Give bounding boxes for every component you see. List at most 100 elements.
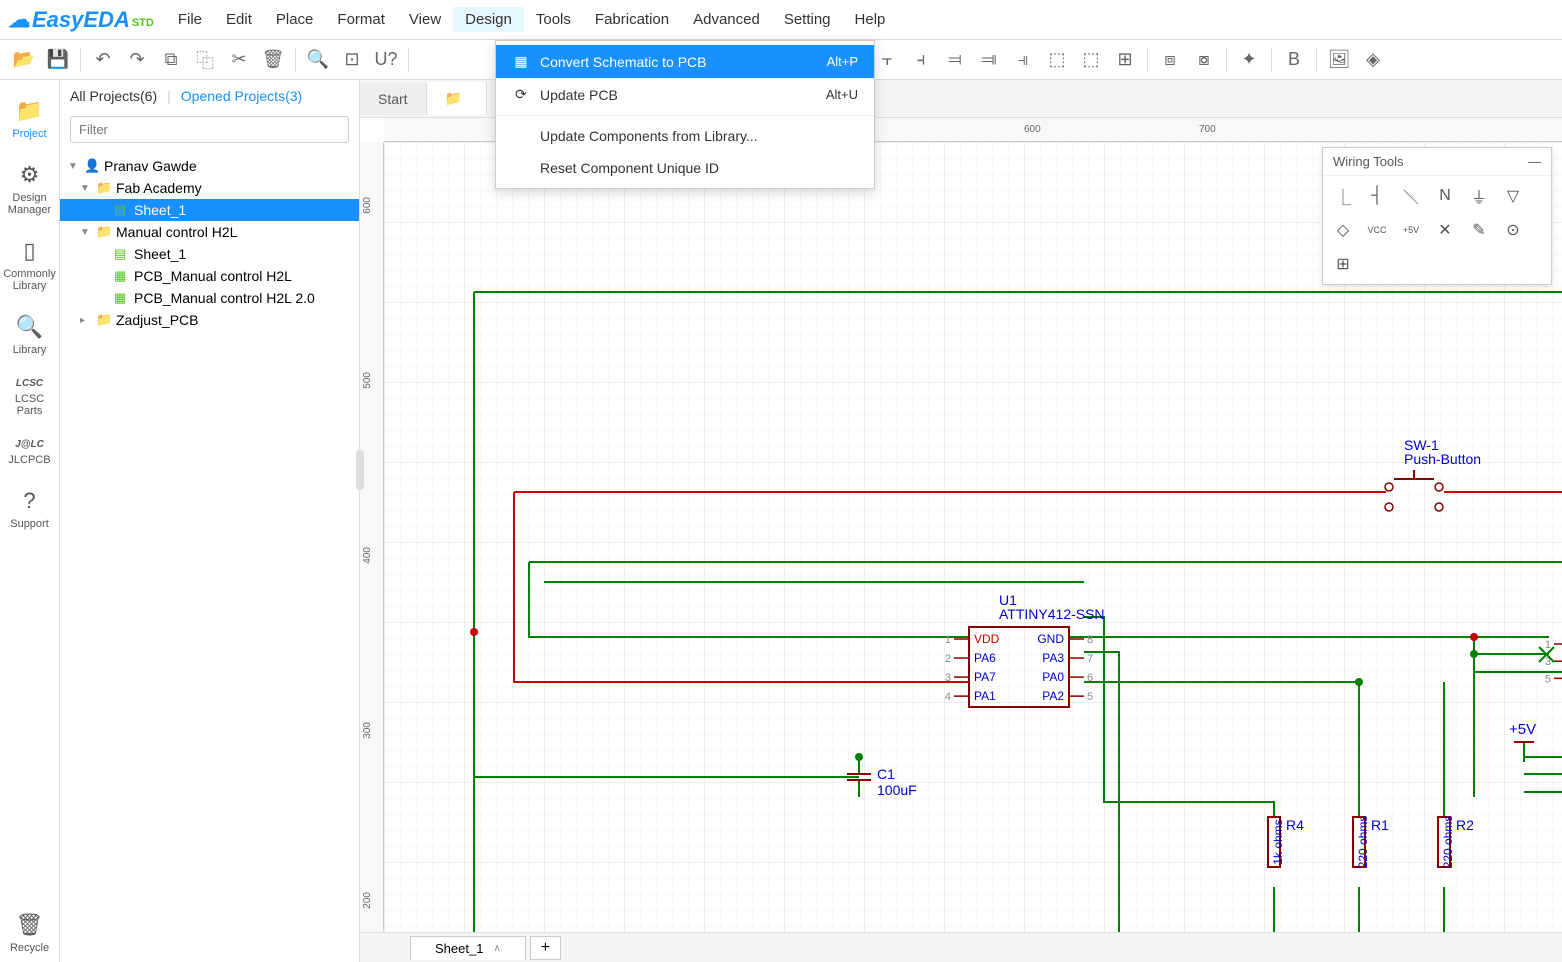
tree-row[interactable]: ▤Sheet_1 [60, 243, 359, 265]
tree-user[interactable]: ▼ 👤 Pranav Gawde [60, 155, 359, 177]
sidebar-library[interactable]: 🔍Library [0, 306, 59, 364]
wire-tool[interactable]: ⊞ [1329, 250, 1357, 278]
sidebar-icon: ⚙ [20, 162, 40, 188]
redo2-icon[interactable]: U? [370, 44, 402, 76]
menu-tools[interactable]: Tools [524, 7, 583, 32]
sidebar-design-manager[interactable]: ⚙Design Manager [0, 154, 59, 224]
tree-label: PCB_Manual control H2L [134, 268, 292, 284]
paste-icon[interactable]: ⿻ [189, 44, 221, 76]
chevron-up-icon[interactable]: ∧ [493, 943, 500, 954]
tree-user-label: Pranav Gawde [104, 158, 197, 174]
wire-tool[interactable]: ✕ [1431, 216, 1459, 244]
minimize-icon[interactable]: — [1528, 154, 1541, 169]
sidebar-project[interactable]: 📁 Project [0, 90, 59, 148]
sidebar-label: Project [12, 128, 46, 140]
panel-drag-handle[interactable] [356, 450, 364, 490]
tree-row[interactable]: ▼📁Manual control H2L [60, 221, 359, 243]
tree-row[interactable]: ▦PCB_Manual control H2L [60, 265, 359, 287]
svg-text:7: 7 [1087, 653, 1093, 665]
wire-tool[interactable]: ＼ [1397, 182, 1425, 210]
menu-item-reset-component-unique-id[interactable]: Reset Component Unique ID [496, 152, 874, 184]
align-center-icon[interactable]: ⫟ [871, 44, 903, 76]
schematic-canvas[interactable]: GND+5V+5VC1100uFR41k ohmsR1220 ohmsR2220… [384, 142, 1562, 932]
menu-setting[interactable]: Setting [772, 7, 843, 32]
wire-tool[interactable]: N [1431, 182, 1459, 210]
wire-tool[interactable]: ┤ [1363, 182, 1391, 210]
wiring-title: Wiring Tools [1333, 154, 1404, 169]
tree-row[interactable]: ▼📁Fab Academy [60, 177, 359, 199]
tree-row[interactable]: ▸📁Zadjust_PCB [60, 309, 359, 331]
menu-advanced[interactable]: Advanced [681, 7, 772, 32]
wire-tool[interactable]: +5V [1397, 216, 1425, 244]
svg-text:+5V: +5V [1509, 721, 1536, 738]
wire-tool[interactable]: VCC [1363, 216, 1391, 244]
sidebar-lcsc-parts[interactable]: LCSCLCSC Parts [0, 370, 59, 425]
zoom-icon[interactable]: 🔍 [302, 44, 334, 76]
svg-text:5: 5 [1545, 673, 1551, 685]
svg-text:R2: R2 [1456, 817, 1474, 833]
undo-icon[interactable]: ↶ [87, 44, 119, 76]
wire-tool[interactable]: ⎿ [1329, 182, 1357, 210]
svg-text:PA6: PA6 [974, 651, 996, 665]
align-bot-icon[interactable]: ⫣ [1007, 44, 1039, 76]
all-projects-tab[interactable]: All Projects(6) [70, 88, 157, 104]
sheet-tab[interactable]: Sheet_1 ∧ [410, 936, 526, 960]
menu-view[interactable]: View [397, 7, 453, 32]
bom-icon[interactable]: B [1278, 44, 1310, 76]
svg-text:1k ohms: 1k ohms [1271, 819, 1285, 864]
grid-align-icon[interactable]: ⊞ [1109, 44, 1141, 76]
sidebar-support[interactable]: ?Support [0, 480, 59, 538]
opened-projects-tab[interactable]: Opened Projects(3) [181, 88, 302, 104]
wire-tool[interactable]: ◇ [1329, 216, 1357, 244]
doc-tab[interactable]: 📁 [427, 82, 487, 115]
wire-tool[interactable]: ✎ [1465, 216, 1493, 244]
delete-icon[interactable]: 🗑 [257, 44, 289, 76]
menu-item-update-components-from-library-[interactable]: Update Components from Library... [496, 120, 874, 152]
zoom-fit-icon[interactable]: ⊡ [336, 44, 368, 76]
tool-b-icon[interactable]: ⧇ [1188, 44, 1220, 76]
tool-a-icon[interactable]: ⧈ [1154, 44, 1186, 76]
cut-icon[interactable]: ✂ [223, 44, 255, 76]
sidebar-commonly-library[interactable]: ▯Commonly Library [0, 230, 59, 300]
sidebar-icon: ? [23, 488, 35, 514]
sidebar-icon: 📁 [16, 98, 43, 124]
align-mid-icon[interactable]: ⫥ [973, 44, 1005, 76]
dist-h-icon[interactable]: ⬚ [1041, 44, 1073, 76]
menu-format[interactable]: Format [325, 7, 397, 32]
sidebar-jlcpcb[interactable]: J@LCJLCPCB [0, 431, 59, 474]
wire-tool[interactable]: ⏚ [1465, 182, 1493, 210]
wire-tool[interactable]: ▽ [1499, 182, 1527, 210]
copy-icon[interactable]: ⧉ [155, 44, 187, 76]
menu-fabrication[interactable]: Fabrication [583, 7, 681, 32]
svg-text:ATTINY412-SSN: ATTINY412-SSN [999, 606, 1105, 622]
dist-v-icon[interactable]: ⬚ [1075, 44, 1107, 76]
image-icon[interactable]: 🖼 [1323, 44, 1355, 76]
redo-icon[interactable]: ↷ [121, 44, 153, 76]
layers-icon[interactable]: ◈ [1357, 44, 1389, 76]
svg-text:100uF: 100uF [877, 782, 917, 798]
menu-design[interactable]: Design [453, 7, 524, 32]
wiring-tools-panel[interactable]: Wiring Tools — ⎿┤＼N⏚▽ ◇VCC+5V✕✎⊙ ⊞ [1322, 147, 1552, 285]
doc-tab[interactable]: Start [360, 83, 427, 115]
svg-text:4: 4 [945, 691, 951, 703]
wire-tool[interactable]: ⊙ [1499, 216, 1527, 244]
add-sheet-button[interactable]: + [530, 936, 561, 960]
sidebar-recycle[interactable]: 🗑Recycle [0, 904, 59, 962]
tree-label: Sheet_1 [134, 202, 186, 218]
align-right-icon[interactable]: ⫞ [905, 44, 937, 76]
menu-item-update-pcb[interactable]: ⟳Update PCBAlt+U [496, 78, 874, 111]
filter-input[interactable] [70, 116, 349, 143]
open-icon[interactable]: 📂 [8, 44, 40, 76]
menu-edit[interactable]: Edit [214, 7, 264, 32]
design-menu-dropdown: ▦Convert Schematic to PCBAlt+P⟳Update PC… [495, 40, 875, 189]
menu-help[interactable]: Help [843, 7, 898, 32]
tree-row[interactable]: ▤Sheet_1 [60, 199, 359, 221]
align-top-icon[interactable]: ⫤ [939, 44, 971, 76]
save-icon[interactable]: 💾 [42, 44, 74, 76]
menu-file[interactable]: File [166, 7, 214, 32]
menu-item-convert-schematic-to-pcb[interactable]: ▦Convert Schematic to PCBAlt+P [496, 45, 874, 78]
sheet-tab-label: Sheet_1 [435, 941, 483, 956]
tree-row[interactable]: ▦PCB_Manual control H2L 2.0 [60, 287, 359, 309]
star-icon[interactable]: ✦ [1233, 44, 1265, 76]
menu-place[interactable]: Place [264, 7, 326, 32]
